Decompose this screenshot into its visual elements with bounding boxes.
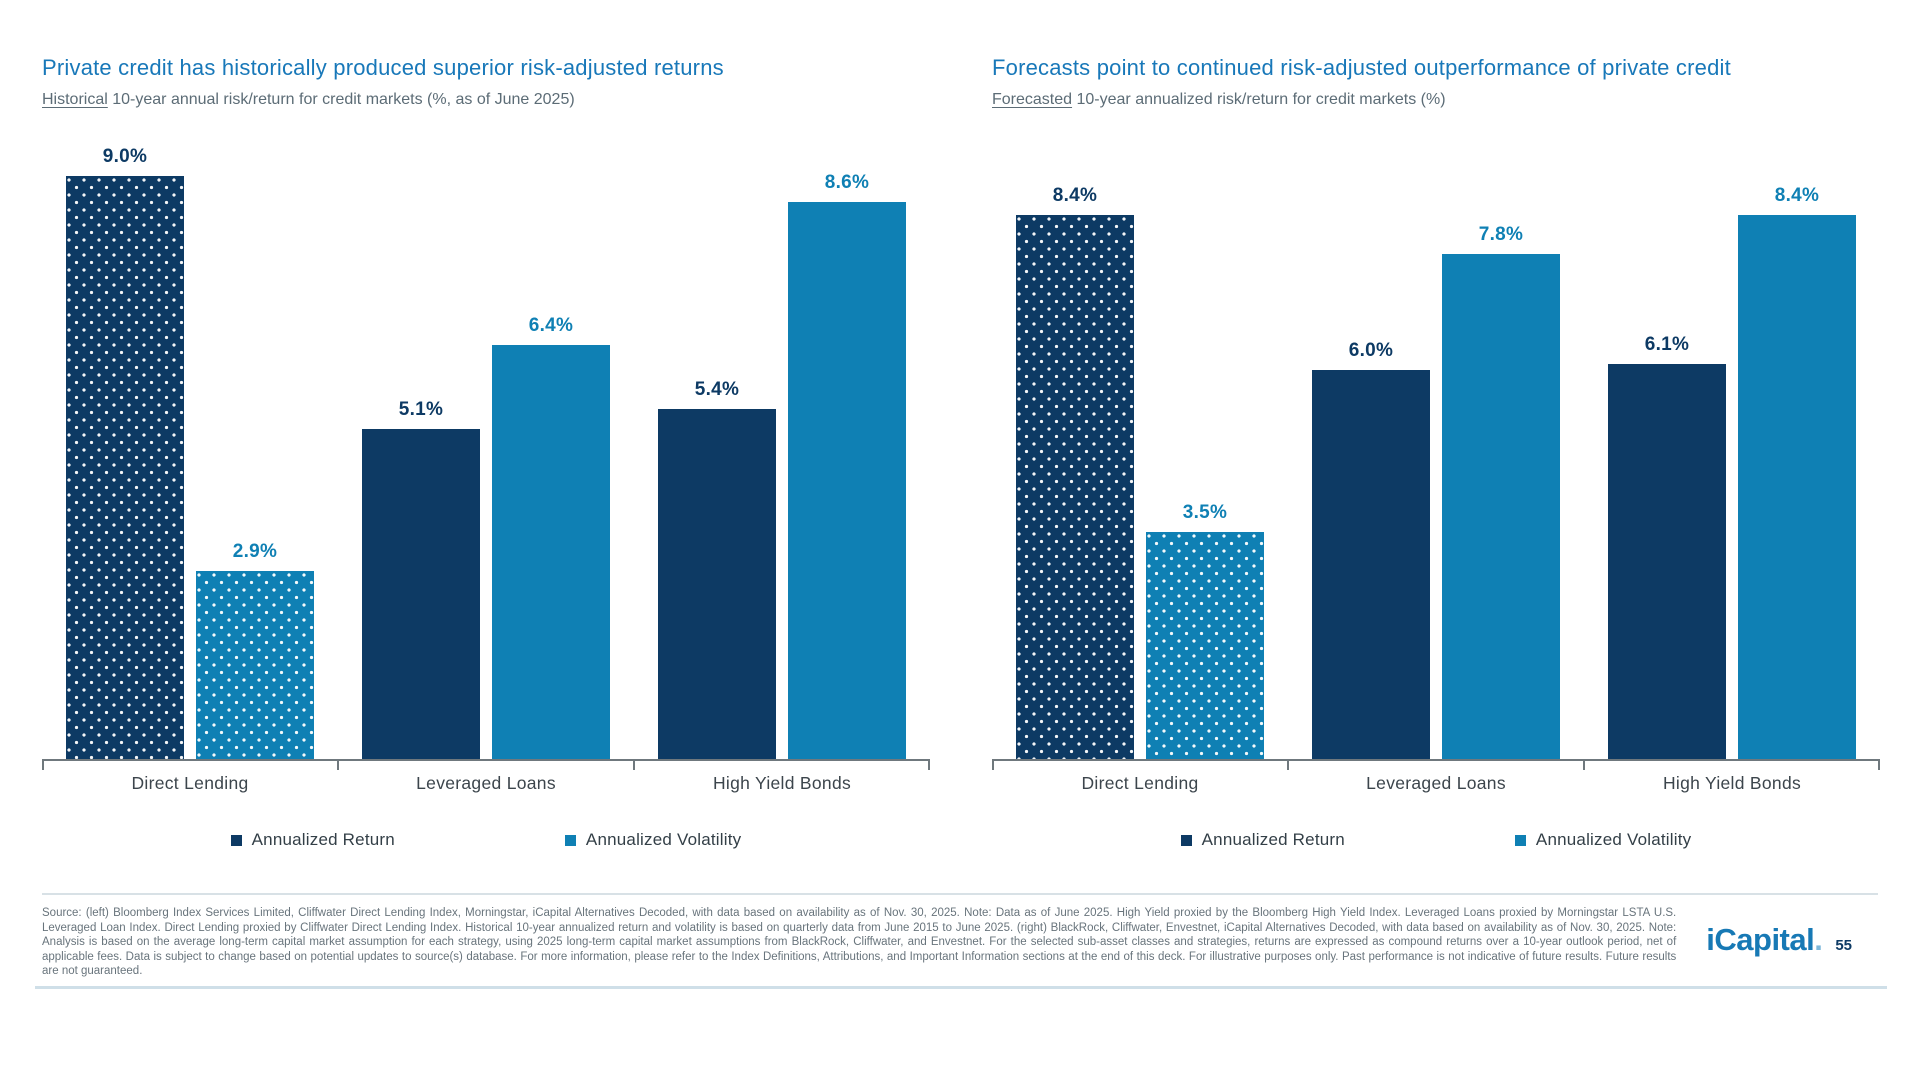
chart-title: Private credit has historically produced… xyxy=(42,55,724,80)
footer-top-divider xyxy=(42,893,1878,895)
bar-column: 2.9% xyxy=(196,541,314,759)
category-group: 8.4% 3.5% xyxy=(992,185,1288,759)
bar-column: 6.4% xyxy=(492,315,610,759)
bar-value-label: 3.5% xyxy=(1182,502,1228,523)
annualized-volatility-bar xyxy=(1738,215,1856,759)
x-axis-label: Leveraged Loans xyxy=(416,773,556,793)
chart-subtitle-lead: Historical xyxy=(42,91,108,108)
bar-value-label: 8.4% xyxy=(1774,185,1820,206)
annualized-return-bar xyxy=(1016,215,1134,759)
forecast-chart-panel: Forecasts point to continued risk-adjust… xyxy=(992,55,1880,850)
bar-column: 5.1% xyxy=(362,399,480,759)
axis-tick xyxy=(928,759,930,770)
bar-column: 8.4% xyxy=(1016,185,1134,759)
chart-subtitle-rest: 10-year annualized risk/return for credi… xyxy=(1072,91,1446,108)
x-axis-label: High Yield Bonds xyxy=(712,773,852,793)
legend-label: Annualized Return xyxy=(251,830,395,849)
bar-column: 9.0% xyxy=(66,146,184,759)
axis-tick xyxy=(632,759,635,770)
bar-value-label: 8.6% xyxy=(824,172,870,193)
bar-value-label: 2.9% xyxy=(232,541,278,562)
x-axis-labels: Direct Lending Leveraged Loans High Yiel… xyxy=(42,773,930,794)
footer-bottom-divider xyxy=(35,986,1887,989)
legend-label: Annualized Volatility xyxy=(1535,830,1692,849)
category-group: 5.4% 8.6% xyxy=(634,172,930,759)
axis-tick xyxy=(992,759,994,770)
bar-value-label: 7.8% xyxy=(1478,224,1524,245)
x-axis-label: Direct Lending xyxy=(131,773,249,793)
bar-column: 8.4% xyxy=(1738,185,1856,759)
bar-value-label: 8.4% xyxy=(1052,185,1098,206)
annualized-volatility-bar xyxy=(196,571,314,759)
x-axis-label: High Yield Bonds xyxy=(1662,773,1802,793)
axis-tick xyxy=(1582,759,1585,770)
category-group: 5.1% 6.4% xyxy=(338,315,634,759)
legend-item-volatility: Annualized Volatility xyxy=(564,830,742,850)
bar-column: 7.8% xyxy=(1442,224,1560,759)
source-disclosure-text: Source: (left) Bloomberg Index Services … xyxy=(42,907,1677,978)
page-number: 55 xyxy=(1835,937,1852,954)
x-axis-label: Direct Lending xyxy=(1081,773,1199,793)
category-group: 6.0% 7.8% xyxy=(1288,224,1584,759)
annualized-volatility-bar xyxy=(1146,532,1264,759)
x-axis-label: Leveraged Loans xyxy=(1366,773,1506,793)
bar-column: 3.5% xyxy=(1146,502,1264,759)
bar-value-label: 6.4% xyxy=(528,315,574,336)
annualized-volatility-bar xyxy=(492,345,610,759)
icapital-logo: iCapital. 55 xyxy=(1706,906,1878,958)
legend-item-return: Annualized Return xyxy=(230,830,395,850)
annualized-return-bar xyxy=(1608,364,1726,759)
chart-subtitle-lead: Forecasted xyxy=(992,91,1073,108)
legend-marker-volatility-icon xyxy=(564,834,576,846)
icapital-logo-dot: . xyxy=(1814,922,1823,957)
annualized-volatility-bar xyxy=(788,202,906,759)
bar-value-label: 9.0% xyxy=(102,146,148,167)
axis-tick xyxy=(42,759,44,770)
charts-row: Private credit has historically produced… xyxy=(42,55,1880,850)
plot-area: 9.0% 2.9% 5.1% 6.4% 5.4% 8.6% xyxy=(42,146,930,770)
historical-chart-panel: Private credit has historically produced… xyxy=(42,55,930,850)
bar-value-label: 5.1% xyxy=(398,399,444,420)
bar-column: 6.0% xyxy=(1312,340,1430,759)
axis-tick xyxy=(1878,759,1880,770)
legend-marker-return-icon xyxy=(230,834,242,846)
chart-subtitle: Forecasted 10-year annualized risk/retur… xyxy=(992,91,1880,109)
bar-column: 5.4% xyxy=(658,379,776,759)
bar-value-label: 6.1% xyxy=(1644,334,1690,355)
legend: Annualized Return Annualized Volatility xyxy=(42,830,930,850)
legend-label: Annualized Volatility xyxy=(585,830,742,849)
annualized-volatility-bar xyxy=(1442,254,1560,759)
chart-title: Forecasts point to continued risk-adjust… xyxy=(992,55,1731,80)
annualized-return-bar xyxy=(658,409,776,759)
plot-area: 8.4% 3.5% 6.0% 7.8% 6.1% 8.4% xyxy=(992,149,1880,770)
bar-value-label: 5.4% xyxy=(694,379,740,400)
legend-label: Annualized Return xyxy=(1201,830,1345,849)
chart-subtitle: Historical 10-year annual risk/return fo… xyxy=(42,91,930,109)
icapital-logo-text: iCapital xyxy=(1706,922,1815,957)
annualized-return-bar xyxy=(66,176,184,759)
legend-item-return: Annualized Return xyxy=(1180,830,1345,850)
x-axis-labels: Direct Lending Leveraged Loans High Yiel… xyxy=(992,773,1880,794)
footer: Source: (left) Bloomberg Index Services … xyxy=(0,893,1920,979)
legend-marker-volatility-icon xyxy=(1514,834,1526,846)
category-group: 9.0% 2.9% xyxy=(42,146,338,759)
axis-tick xyxy=(1286,759,1289,770)
chart-subtitle-rest: 10-year annual risk/return for credit ma… xyxy=(107,91,575,108)
category-group: 6.1% 8.4% xyxy=(1584,185,1880,759)
bar-column: 6.1% xyxy=(1608,334,1726,759)
legend-marker-return-icon xyxy=(1180,834,1192,846)
bar-value-label: 6.0% xyxy=(1348,340,1394,361)
legend: Annualized Return Annualized Volatility xyxy=(992,830,1880,850)
legend-item-volatility: Annualized Volatility xyxy=(1514,830,1692,850)
annualized-return-bar xyxy=(362,429,480,759)
bar-column: 8.6% xyxy=(788,172,906,759)
annualized-return-bar xyxy=(1312,370,1430,759)
axis-tick xyxy=(336,759,339,770)
footer-row: Source: (left) Bloomberg Index Services … xyxy=(42,906,1878,979)
